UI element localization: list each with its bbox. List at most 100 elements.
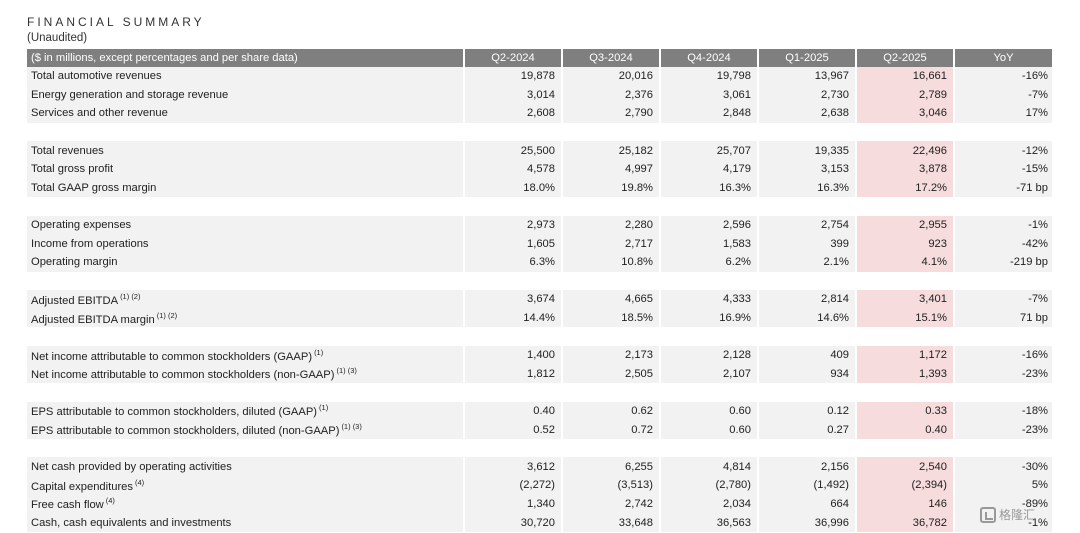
cell-q3-2024: 2,376 (561, 85, 660, 105)
cell-q2-2025: (2,394) (855, 476, 954, 495)
cell-q1-2025: 14.6% (757, 308, 856, 328)
row-label-text: Total GAAP gross margin (31, 181, 157, 194)
spacer-cell (27, 383, 1052, 402)
row-label: Cash, cash equivalents and investments (27, 513, 464, 532)
table-row: Energy generation and storage revenue 3,0… (27, 85, 1052, 105)
cell-q3-2024: 18.5% (561, 308, 660, 328)
column-header-q2-2024: Q2-2024 (463, 49, 562, 67)
row-label-text: EPS attributable to common stockholders,… (31, 425, 340, 438)
cell-q2-2025: 2,540 (855, 457, 954, 477)
row-label-text: Net income attributable to common stockh… (31, 350, 313, 363)
cell-q2-2024: 14.4% (463, 308, 562, 328)
cell-q2-2025: 146 (855, 494, 954, 514)
table-row: Capital expenditures (4) (2,272) (3,513) (2,… (27, 476, 1052, 495)
cell-yoy: 71 bp (953, 308, 1052, 328)
cell-q2-2025: 2,789 (855, 85, 954, 105)
table-row: Operating margin 6.3% 10.8% 6.2% 2.1% 4.1% -21… (27, 252, 1052, 272)
cell-q1-2025: 0.27 (757, 420, 856, 439)
cell-q1-2025: 16.3% (757, 178, 856, 198)
cell-q4-2024: (2,780) (659, 476, 758, 495)
row-label-text: Capital expenditures (31, 480, 133, 493)
watermark-text: 格隆汇 (999, 508, 1036, 522)
cell-q4-2024: 2,107 (659, 364, 758, 384)
cell-yoy: -219 bp (953, 252, 1052, 272)
cell-q1-2025: 2,754 (757, 215, 856, 235)
column-header-q3-2024: Q3-2024 (561, 49, 660, 67)
cell-q1-2025: 664 (757, 494, 856, 514)
row-label: Total revenues (27, 141, 464, 160)
cell-q2-2024: 1,812 (463, 364, 562, 384)
cell-q1-2025: 399 (757, 234, 856, 253)
cell-q3-2024: 10.8% (561, 252, 660, 272)
row-label-text: EPS attributable to common stockholders,… (31, 406, 318, 419)
cell-q2-2025: 22,496 (855, 141, 954, 160)
cell-q2-2024: 30,720 (463, 513, 562, 532)
row-label-text: Operating expenses (31, 219, 132, 232)
cell-q4-2024: 4,179 (659, 159, 758, 179)
column-header-q1-2025: Q1-2025 (757, 49, 856, 67)
table-row: Services and other revenue 2,608 2,790 2,84… (27, 104, 1052, 123)
table-row: Net income attributable to common stockh… (27, 345, 1052, 365)
row-label-text: Total automotive revenues (31, 70, 162, 83)
cell-q4-2024: 0.60 (659, 420, 758, 439)
table-row: Adjusted EBITDA (1) (2) 3,674 4,665 4,333 2,8… (27, 290, 1052, 309)
cell-q3-2024: 0.62 (561, 401, 660, 421)
cell-q1-2025: 409 (757, 345, 856, 365)
cell-q4-2024: 16.9% (659, 308, 758, 328)
cell-q4-2024: 4,333 (659, 290, 758, 309)
cell-yoy: -71 bp (953, 178, 1052, 198)
cell-yoy: -7% (953, 85, 1052, 105)
cell-q4-2024: 2,848 (659, 104, 758, 123)
row-label: Total GAAP gross margin (27, 178, 464, 198)
row-label-text: Free cash flow (31, 499, 104, 512)
row-label-text: Total revenues (31, 144, 104, 157)
cell-q2-2024: 6.3% (463, 252, 562, 272)
cell-q2-2024: 0.40 (463, 401, 562, 421)
row-label-text: Services and other revenue (31, 107, 168, 120)
cell-q2-2024: 0.52 (463, 420, 562, 439)
cell-q1-2025: 0.12 (757, 401, 856, 421)
cell-q2-2024: 1,400 (463, 345, 562, 365)
cell-q3-2024: 19.8% (561, 178, 660, 198)
cell-yoy: -1% (953, 513, 1052, 532)
cell-q1-2025: (1,492) (757, 476, 856, 495)
row-label-text: Income from operations (31, 237, 149, 250)
cell-q2-2025: 3,878 (855, 159, 954, 179)
table-row: Total revenues 25,500 25,182 25,707 19,335 22… (27, 141, 1052, 160)
row-label: Capital expenditures (4) (27, 476, 464, 495)
cell-yoy: -23% (953, 420, 1052, 439)
row-label: Services and other revenue (27, 104, 464, 123)
cell-yoy: -15% (953, 159, 1052, 179)
spacer-row (27, 122, 1052, 142)
row-label-text: Operating margin (31, 256, 118, 269)
footnote-ref: (4) (135, 477, 145, 487)
cell-q2-2025: 4.1% (855, 252, 954, 272)
cell-q2-2024: 3,014 (463, 85, 562, 105)
table-header-row: ($ in millions, except percentages and p… (27, 49, 1052, 67)
table-row: Income from operations 1,605 2,717 1,583 399… (27, 234, 1052, 253)
table-row: Net income attributable to common stockh… (27, 364, 1052, 384)
cell-q1-2025: 3,153 (757, 159, 856, 179)
cell-q2-2025: 1,172 (855, 345, 954, 365)
row-label-text: Energy generation and storage revenue (31, 88, 229, 101)
cell-q2-2025: 15.1% (855, 308, 954, 328)
table-body: Total automotive revenues 19,878 20,016 19,… (27, 67, 1052, 532)
cell-yoy: -12% (953, 141, 1052, 160)
cell-q2-2024: 19,878 (463, 67, 562, 86)
cell-q3-2024: 0.72 (561, 420, 660, 439)
column-header-q4-2024: Q4-2024 (659, 49, 758, 67)
table-row: Adjusted EBITDA margin (1) (2) 14.4% 18.5% 1… (27, 308, 1052, 328)
row-label: EPS attributable to common stockholders,… (27, 420, 464, 439)
cell-q3-2024: 4,665 (561, 290, 660, 309)
cell-q3-2024: 25,182 (561, 141, 660, 160)
cell-q2-2025: 3,401 (855, 290, 954, 309)
table-row: Total GAAP gross margin 18.0% 19.8% 16.3% 16… (27, 178, 1052, 198)
cell-q3-2024: 2,717 (561, 234, 660, 253)
cell-q4-2024: 2,128 (659, 345, 758, 365)
spacer-row (27, 383, 1052, 402)
row-label: EPS attributable to common stockholders,… (27, 401, 464, 421)
cell-q1-2025: 2,156 (757, 457, 856, 477)
column-header-q2-2025: Q2-2025 (855, 49, 954, 67)
row-label-text: Cash, cash equivalents and investments (31, 516, 232, 529)
spacer-row (27, 271, 1052, 291)
